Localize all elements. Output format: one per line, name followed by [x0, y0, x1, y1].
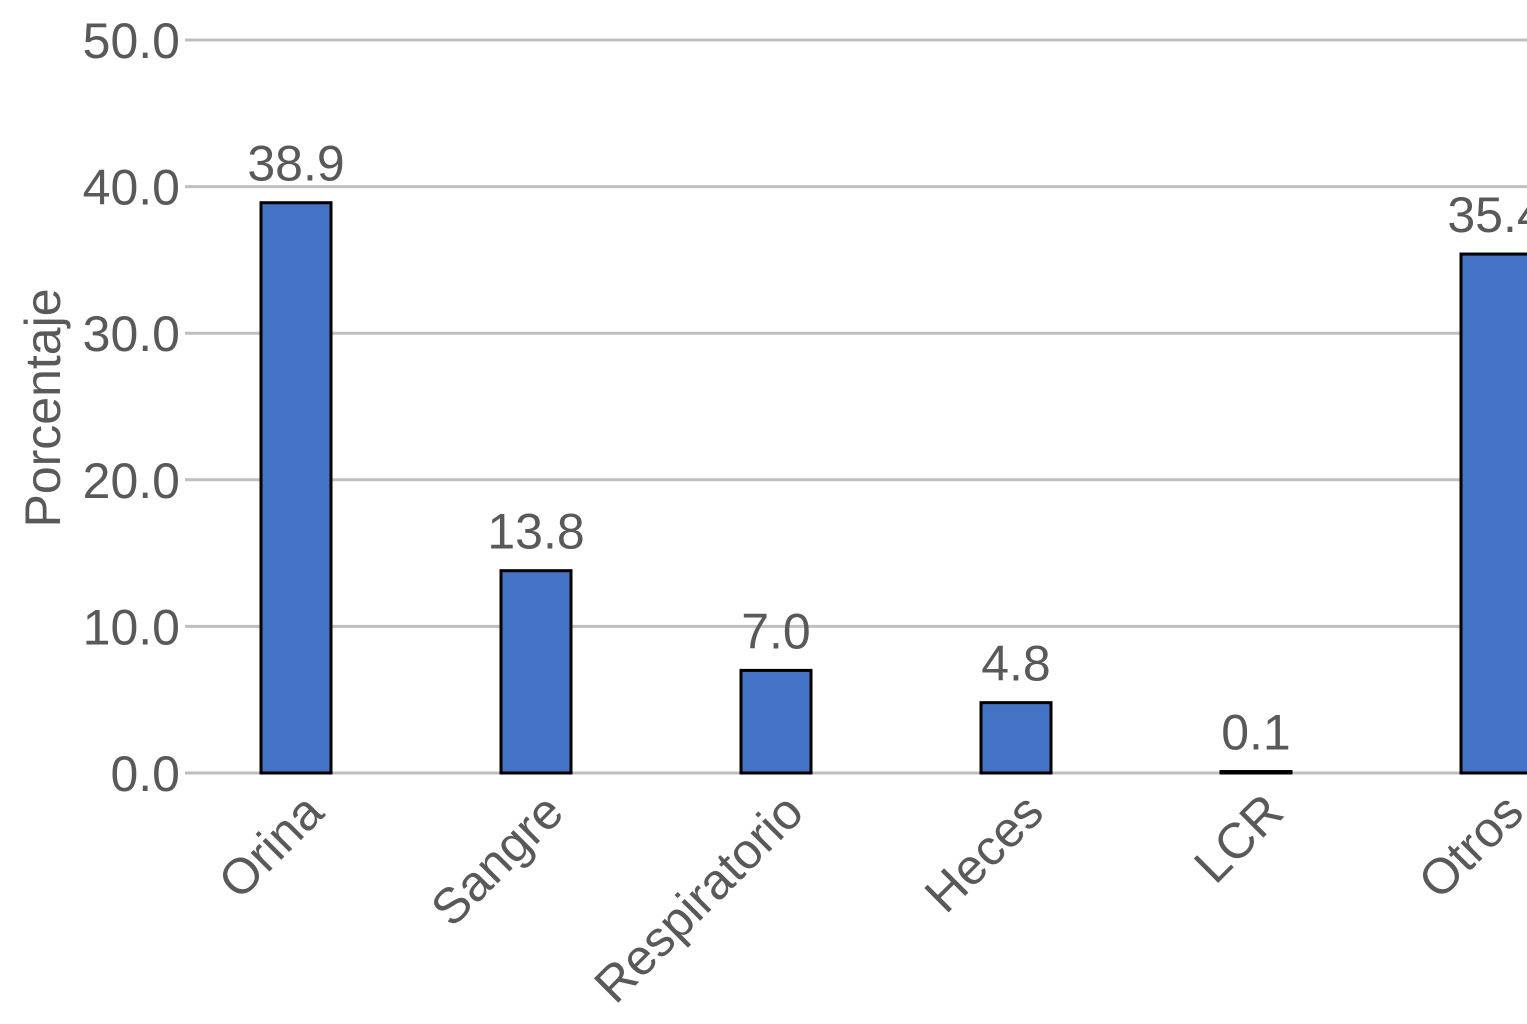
- bar-respiratorio: [739, 668, 813, 775]
- data-label: 35.4: [1447, 187, 1527, 243]
- y-axis-ticks: 0.0 10.0 20.0 30.0 40.0 50.0: [83, 13, 180, 802]
- x-tick-label: LCR: [1183, 783, 1293, 893]
- data-label: 4.8: [981, 636, 1051, 692]
- gridlines: [185, 38, 1527, 775]
- data-label: 38.9: [247, 136, 344, 192]
- x-tick-label: Heces: [914, 783, 1054, 923]
- y-tick-label: 0.0: [110, 746, 180, 802]
- bar-orina: [259, 201, 333, 775]
- y-tick-label: 40.0: [83, 160, 180, 216]
- y-tick-label: 30.0: [83, 306, 180, 362]
- bar-otros: [1459, 252, 1527, 775]
- data-label: 7.0: [741, 603, 811, 659]
- data-labels: 38.9 13.8 7.0 4.8 0.1 35.4: [247, 136, 1527, 761]
- bar-sangre: [499, 569, 573, 775]
- data-label: 0.1: [1221, 705, 1291, 761]
- bars: [259, 201, 1527, 775]
- y-tick-label: 20.0: [83, 453, 180, 509]
- y-axis-title: Porcentaje: [15, 288, 71, 527]
- x-tick-label: Otros: [1408, 783, 1527, 909]
- x-tick-label: Respiratorio: [584, 783, 814, 1013]
- y-tick-label: 10.0: [83, 599, 180, 655]
- bar-heces: [979, 701, 1053, 775]
- data-label: 13.8: [487, 504, 584, 560]
- x-axis-labels: Orina Sangre Respiratorio Heces LCR Otros: [208, 783, 1527, 1013]
- y-tick-label: 50.0: [83, 13, 180, 69]
- bar-lcr: [1219, 770, 1293, 775]
- x-tick-label: Orina: [208, 783, 334, 909]
- x-tick-label: Sangre: [420, 783, 574, 937]
